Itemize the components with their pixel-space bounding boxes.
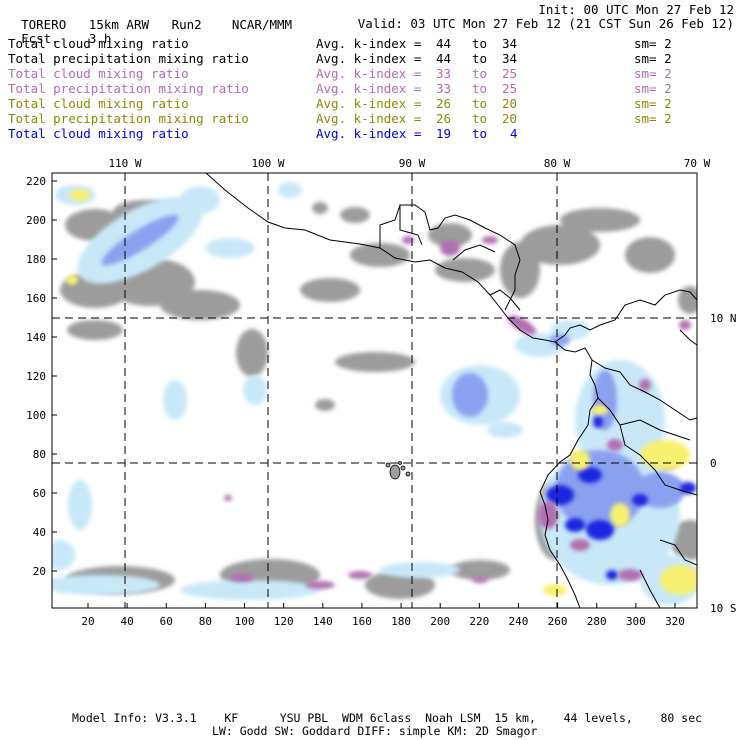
- longitude-label: 110 W: [108, 157, 141, 170]
- valid-time: Valid: 03 UTC Mon 27 Feb 12 (21 CST Sun …: [357, 16, 734, 31]
- y-tick-label: 100: [26, 409, 46, 422]
- precip-purple-layer: [224, 236, 691, 589]
- cloud-gray-layer: [60, 200, 697, 599]
- legend-kindex-to: 25: [502, 81, 518, 96]
- model-name: TORERO: [21, 17, 67, 32]
- y-tick-label: 60: [33, 487, 46, 500]
- legend-field-name: Total cloud mixing ratio: [8, 66, 189, 81]
- galapagos-islands: [385, 461, 411, 480]
- x-tick-label: 40: [121, 615, 134, 628]
- x-tick-label: 200: [430, 615, 450, 628]
- longitude-label: 100 W: [251, 157, 284, 170]
- x-tick-label: 100: [235, 615, 255, 628]
- legend-kindex-to-word: to: [472, 51, 488, 66]
- x-tick-label: 300: [626, 615, 646, 628]
- legend-smoothing: sm= 2: [634, 81, 672, 96]
- legend-smoothing: sm= 2: [634, 36, 672, 51]
- legend-smoothing: sm= 2: [634, 111, 672, 126]
- legend-smoothing: sm= 2: [634, 96, 672, 111]
- grid-spacing: 15km ARW: [88, 17, 150, 32]
- legend-kindex-from: 44: [436, 36, 452, 51]
- field-shading: [52, 182, 697, 605]
- legend-kindex-label: Avg. k-index =: [316, 66, 422, 81]
- legend-field-name: Total precipitation mixing ratio: [8, 111, 249, 126]
- legend-kindex-label: Avg. k-index =: [316, 96, 422, 111]
- legend-kindex-from: 26: [436, 111, 452, 126]
- legend-smoothing: sm= 2: [634, 66, 672, 81]
- legend-field-name: Total cloud mixing ratio: [8, 96, 189, 111]
- longitude-label: 70 W: [684, 157, 711, 170]
- legend-kindex-from: 33: [436, 66, 452, 81]
- legend-kindex-from: 19: [436, 126, 452, 141]
- y-tick-label: 200: [26, 214, 46, 227]
- fcst-label: Fcst.: [21, 31, 59, 46]
- legend-kindex-to-word: to: [472, 81, 488, 96]
- legend-field-name: Total cloud mixing ratio: [8, 126, 189, 141]
- header-title-line: TORERO 15km ARW Run2 NCAR/MMM: [6, 2, 292, 32]
- latitude-label: 10 N: [710, 312, 737, 325]
- x-tick-label: 260: [548, 615, 568, 628]
- legend-field-name: Total precipitation mixing ratio: [8, 81, 249, 96]
- x-tick-label: 160: [352, 615, 372, 628]
- y-tick-label: 80: [33, 448, 46, 461]
- legend-kindex-to: 4: [510, 126, 518, 141]
- y-tick-label: 220: [26, 175, 46, 188]
- legend-kindex-label: Avg. k-index =: [316, 111, 422, 126]
- plot-frame: [51, 172, 698, 609]
- x-tick-label: 180: [391, 615, 411, 628]
- y-tick-label: 180: [26, 253, 46, 266]
- axis-labels: 220 200 180 160 140 120 100 80 60 40 20 20 40 60 80 100…: [26, 157, 736, 628]
- legend-kindex-from: 26: [436, 96, 452, 111]
- y-tick-label: 120: [26, 370, 46, 383]
- legend-kindex-from: 33: [436, 81, 452, 96]
- legend-kindex-to: 34: [502, 36, 518, 51]
- coastlines: [205, 173, 697, 608]
- x-tick-label: 120: [274, 615, 294, 628]
- y-tick-label: 140: [26, 331, 46, 344]
- graticule: [52, 173, 697, 608]
- legend-kindex-label: Avg. k-index =: [316, 126, 422, 141]
- legend-kindex-to-word: to: [472, 36, 488, 51]
- x-tick-label: 240: [509, 615, 529, 628]
- init-time: Init: 00 UTC Mon 27 Feb 12: [538, 2, 734, 17]
- legend-kindex-to: 20: [502, 96, 518, 111]
- legend-smoothing: sm= 2: [634, 51, 672, 66]
- legend-kindex-to: 20: [502, 111, 518, 126]
- legend-kindex-to-word: to: [472, 126, 488, 141]
- y-tick-label: 20: [33, 565, 46, 578]
- x-tick-label: 80: [199, 615, 212, 628]
- legend-kindex-label: Avg. k-index =: [316, 51, 422, 66]
- legend-field-name: Total cloud mixing ratio: [8, 36, 189, 51]
- legend-kindex-from: 44: [436, 51, 452, 66]
- organization: NCAR/MMM: [231, 17, 293, 32]
- x-tick-label: 20: [81, 615, 94, 628]
- fcst-value: 3 h: [88, 31, 112, 46]
- x-tick-label: 140: [313, 615, 333, 628]
- legend-kindex-to-word: to: [472, 111, 488, 126]
- model-info-line: Model Info: V3.3.1 KF YSU PBL WDM 6class…: [72, 711, 703, 725]
- legend-kindex-to-word: to: [472, 96, 488, 111]
- legend-kindex-to-word: to: [472, 66, 488, 81]
- physics-info-line: LW: Godd SW: Goddard DIFF: simple KM: 2D…: [212, 724, 538, 738]
- axis-tick-marks: [52, 180, 676, 608]
- x-tick-label: 320: [665, 615, 685, 628]
- legend-kindex-to: 34: [502, 51, 518, 66]
- longitude-label: 80 W: [544, 157, 571, 170]
- forecast-hour-line: Fcst. 3 h: [6, 16, 111, 46]
- longitude-label: 90 W: [399, 157, 426, 170]
- latitude-label: 0: [710, 457, 717, 470]
- legend-kindex-label: Avg. k-index =: [316, 36, 422, 51]
- run-name: Run2: [171, 17, 202, 32]
- latitude-label: 10 S: [710, 602, 737, 615]
- y-tick-label: 160: [26, 292, 46, 305]
- legend-kindex-label: Avg. k-index =: [316, 81, 422, 96]
- cloud-deepblue-layer: [546, 416, 696, 580]
- x-tick-label: 220: [469, 615, 489, 628]
- legend-kindex-to: 25: [502, 66, 518, 81]
- legend-field-name: Total precipitation mixing ratio: [8, 51, 249, 66]
- x-tick-label: 280: [587, 615, 607, 628]
- y-tick-label: 40: [33, 526, 46, 539]
- x-tick-label: 60: [160, 615, 173, 628]
